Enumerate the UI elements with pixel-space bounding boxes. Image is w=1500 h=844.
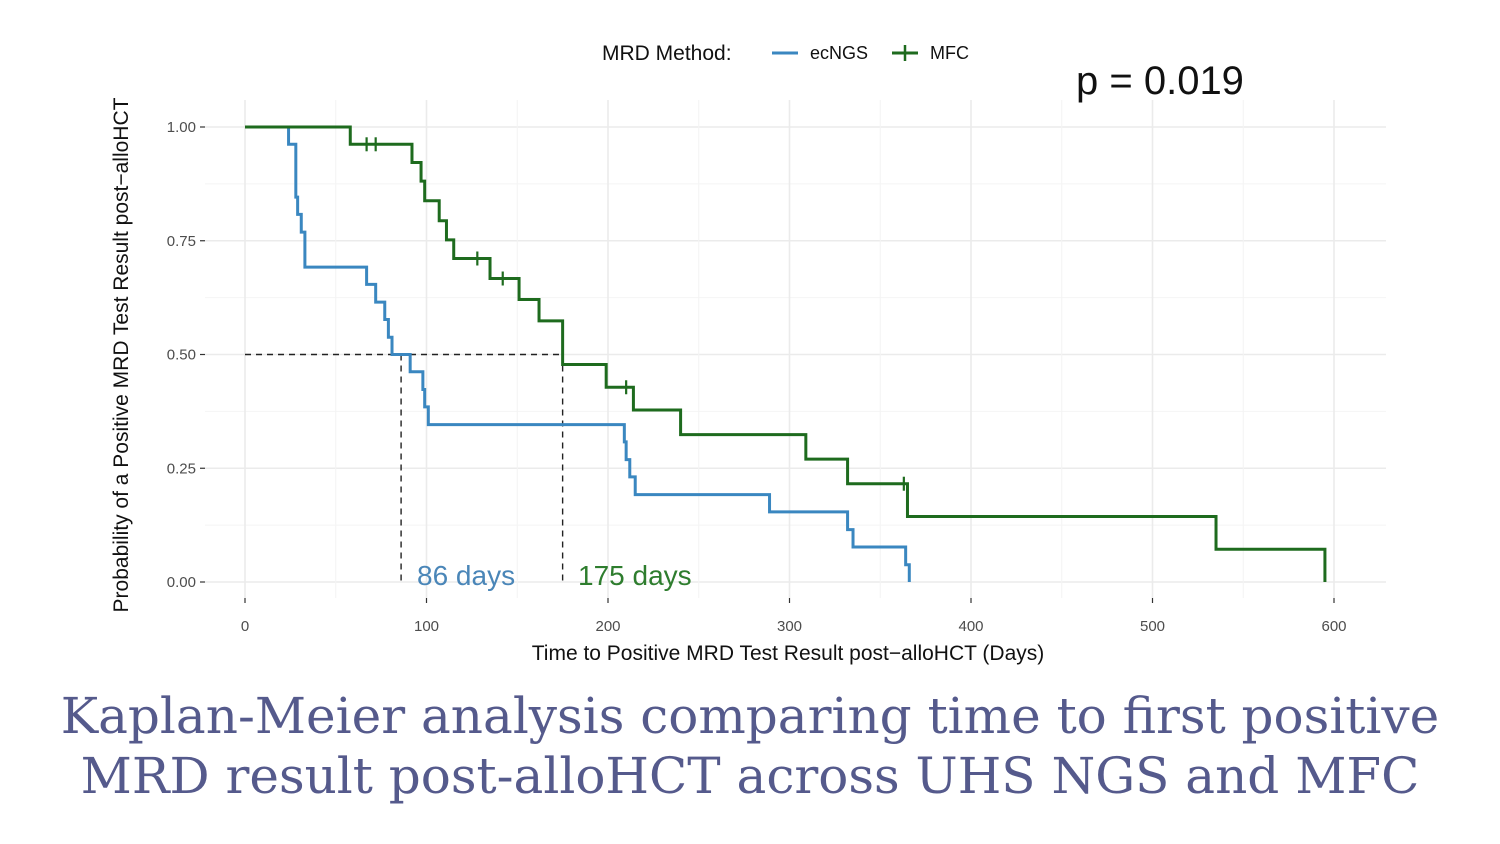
x-axis-title: Time to Positive MRD Test Result post−al… xyxy=(532,642,1045,665)
legend-title: MRD Method: xyxy=(602,42,732,65)
x-tick-label: 200 xyxy=(595,618,620,635)
plot-panel xyxy=(205,100,1386,598)
panel-background xyxy=(205,100,1386,598)
y-tick-label: 0.50 xyxy=(167,347,196,364)
x-tick-label: 500 xyxy=(1140,618,1165,635)
legend-entry-ecngs: ecNGS xyxy=(810,43,868,63)
figure-caption: Kaplan-Meier analysis comparing time to … xyxy=(0,686,1500,806)
km-curve-ecngs xyxy=(245,125,911,582)
x-tick-label: 300 xyxy=(777,618,802,635)
survival-curves xyxy=(245,125,1327,582)
km-chart: 0.000.250.500.751.000 100 200 300 400 500 600 … xyxy=(110,42,1386,665)
y-tick-label: 1.00 xyxy=(167,119,196,136)
caption-line-2: MRD result post-alloHCT across UHS NGS a… xyxy=(80,747,1420,805)
x-tick-label: 600 xyxy=(1321,618,1346,635)
legend: MRD Method: ecNGS MFC xyxy=(602,42,969,65)
p-value-annotation: p = 0.019 xyxy=(1076,59,1244,103)
legend-entry-mfc: MFC xyxy=(930,43,969,63)
y-tick-label: 0.75 xyxy=(167,233,196,250)
caption-line-1: Kaplan-Meier analysis comparing time to … xyxy=(60,687,1440,745)
axis-ticks: 0.00 0.25 0.50 0.75 1.00 0 100 200 300 400 500 600 xyxy=(167,119,1347,635)
median-label-ecngs: 86 days xyxy=(417,560,515,591)
median-label-mfc: 175 days xyxy=(578,560,692,591)
y-tick-label: 0.25 xyxy=(167,460,196,477)
y-axis-title: Probability of a Positive MRD Test Resul… xyxy=(110,97,133,612)
y-tick-label: 0.00 xyxy=(167,574,196,591)
grid-lines xyxy=(205,100,1386,598)
x-tick-label: 400 xyxy=(958,618,983,635)
km-curve-mfc xyxy=(245,125,1327,582)
x-tick-label: 100 xyxy=(414,618,439,635)
x-tick-label: 0 xyxy=(241,618,249,635)
